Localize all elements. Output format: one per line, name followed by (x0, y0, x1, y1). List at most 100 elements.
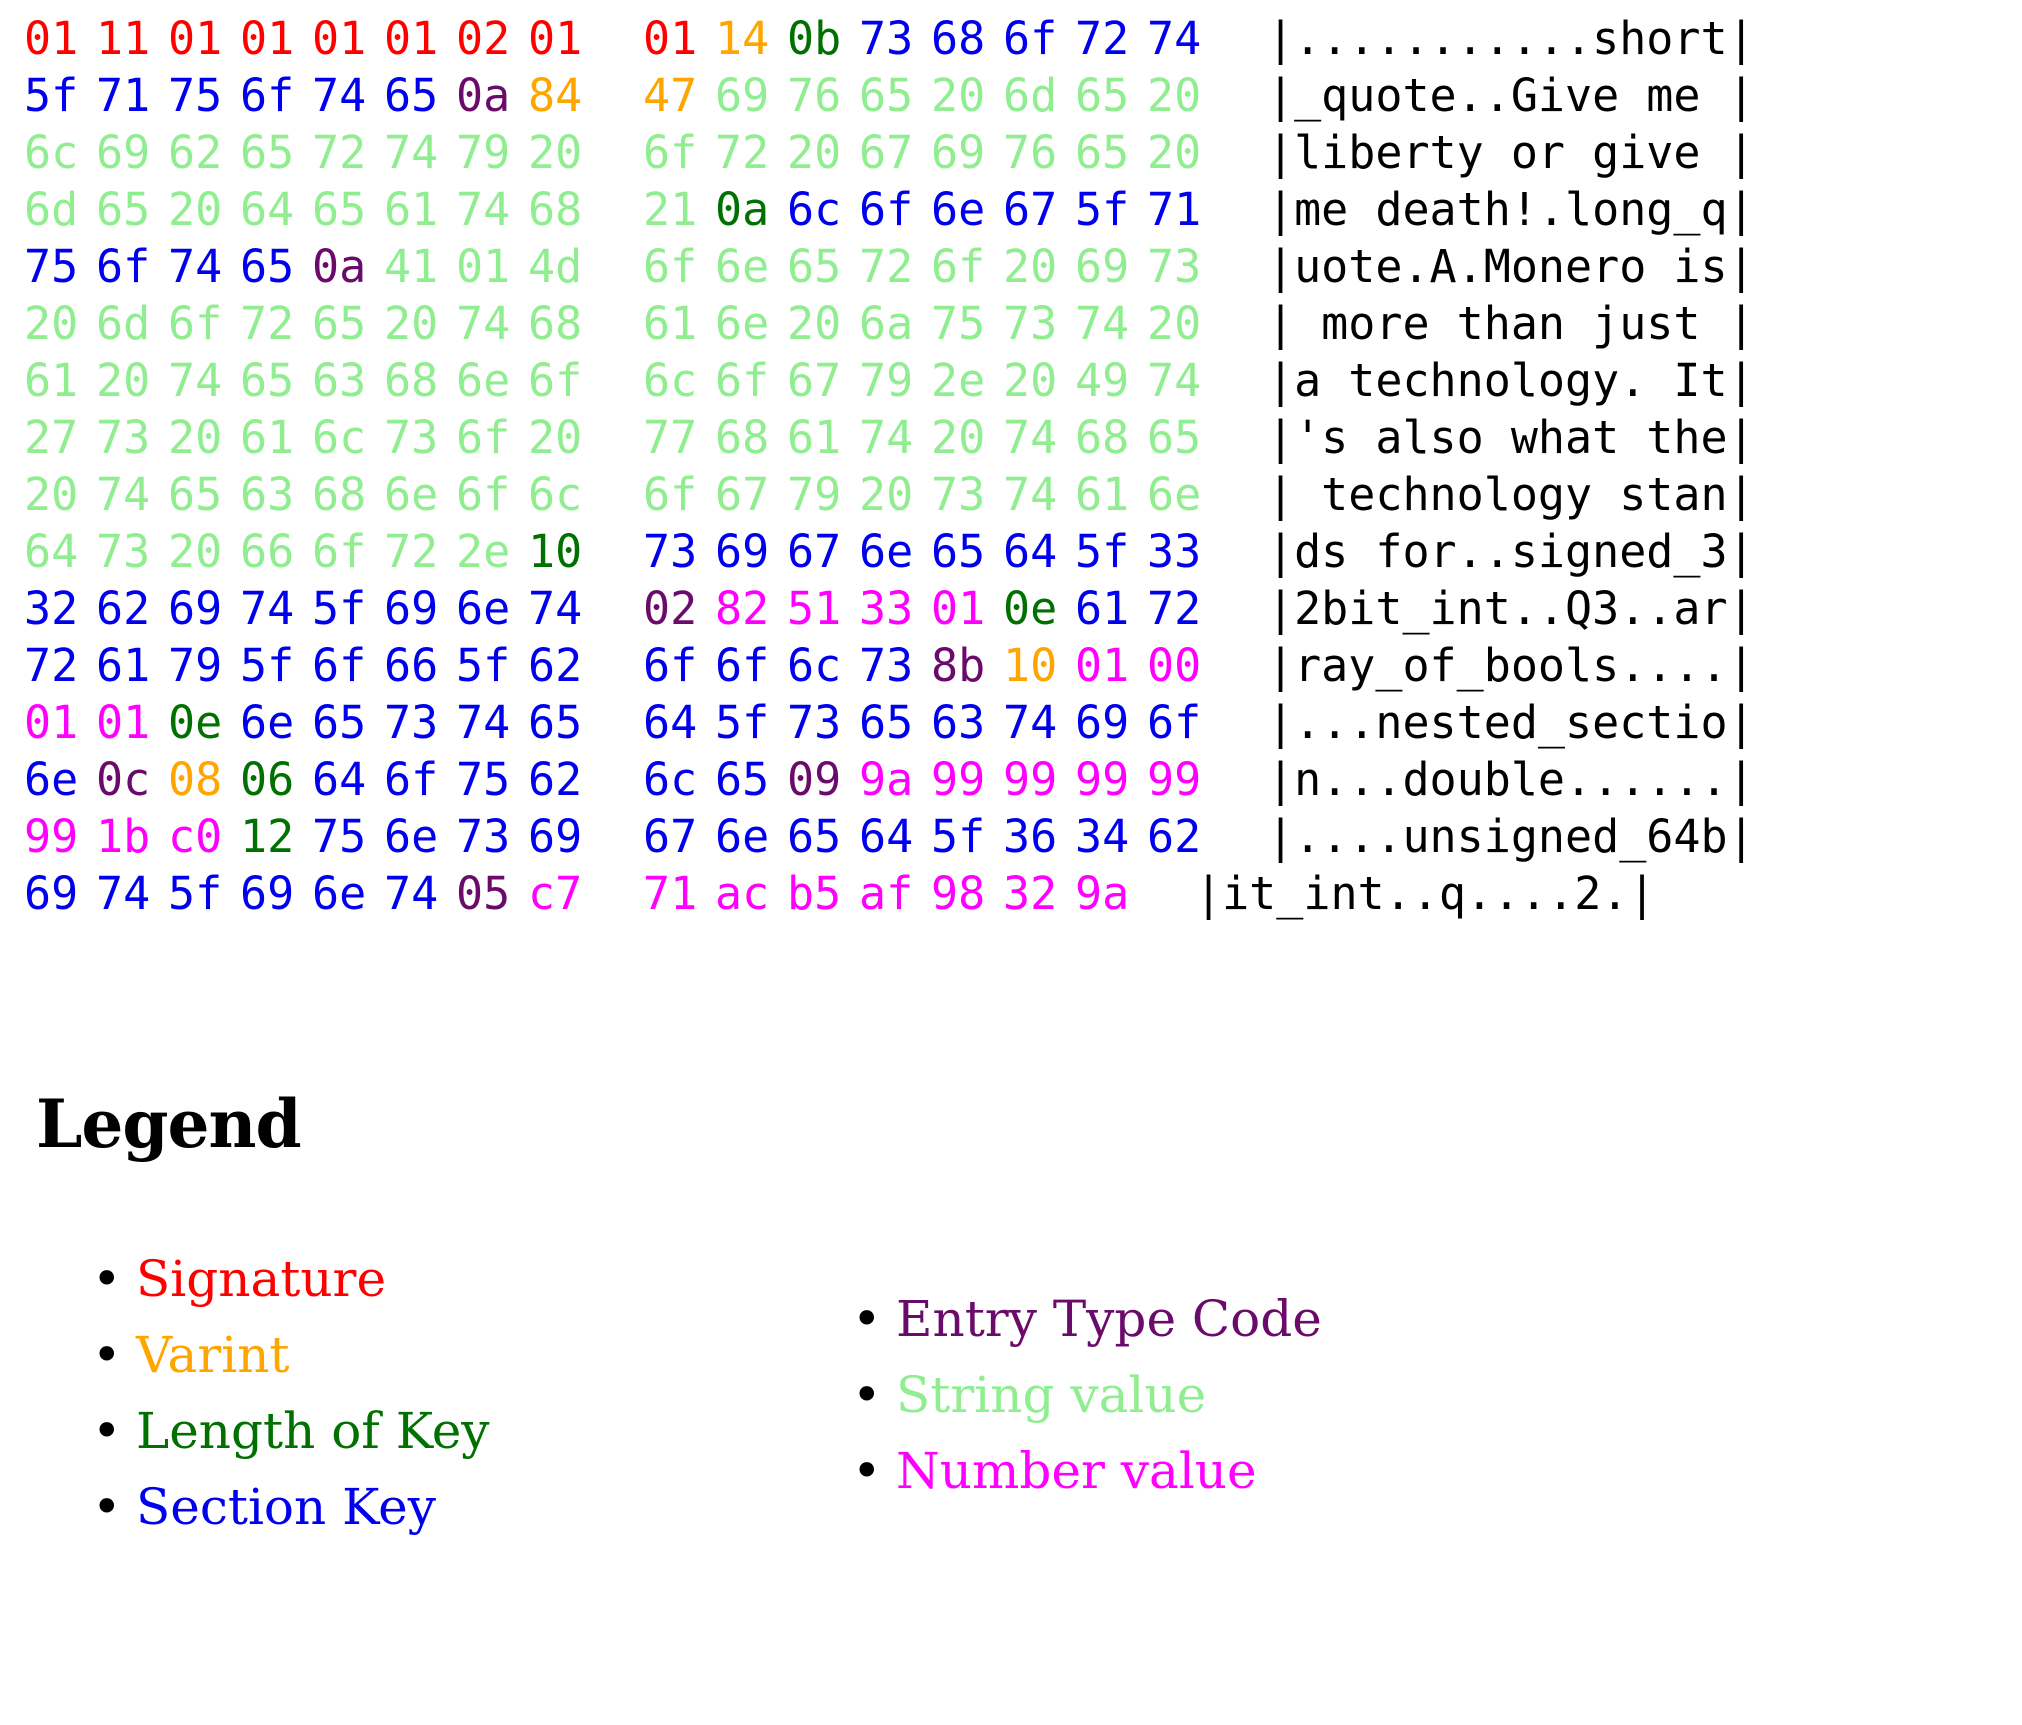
hex-byte: 6f (168, 297, 223, 350)
hex-byte: 73 (96, 411, 151, 464)
hex-byte: 01 (24, 12, 79, 65)
hex-byte: 36 (1003, 810, 1058, 863)
hex-byte: 65 (931, 525, 986, 578)
hex-byte: 74 (96, 468, 151, 521)
hex-byte: 9a (1075, 867, 1130, 920)
hex-byte: 68 (1075, 411, 1130, 464)
hex-byte: 65 (859, 69, 914, 122)
hex-byte: 72 (859, 240, 914, 293)
hex-row: 6d 65 20 64 65 61 74 68 21 0a 6c 6f 6e 67 5f 71 |me deat… (24, 181, 1755, 238)
legend-section: Legend • Signature • Varint • Length of Key • S… (36, 1085, 1936, 1545)
hex-byte-group-right: 6c 65 09 9a 99 99 99 99 (643, 751, 1219, 808)
hex-byte: 20 (1003, 240, 1058, 293)
hex-row: 6c 69 62 65 72 74 79 20 6f 72 20 67 69 76 65 20 |liberty… (24, 124, 1755, 181)
hex-byte: 65 (96, 183, 151, 236)
hex-byte: 79 (787, 468, 842, 521)
hex-byte: af (859, 867, 914, 920)
hex-byte: 65 (240, 126, 295, 179)
legend-item-type: • Entry Type Code (852, 1281, 1696, 1357)
hex-byte: 66 (240, 525, 295, 578)
hex-ascii-column: |me death!.long_q| (1267, 183, 1755, 236)
hex-ascii-column: |2bit_int..Q3..ar| (1267, 582, 1755, 635)
hex-byte: 5f (1075, 525, 1130, 578)
hex-byte: 20 (528, 411, 583, 464)
hex-byte: 74 (1003, 696, 1058, 749)
hex-byte: 6c (787, 639, 842, 692)
hex-byte: 67 (787, 525, 842, 578)
hex-byte: 6f (643, 240, 698, 293)
hex-byte: 73 (643, 525, 698, 578)
hex-byte: 65 (168, 468, 223, 521)
hex-byte: 64 (240, 183, 295, 236)
hex-byte: 5f (931, 810, 986, 863)
hex-byte: 02 (456, 12, 511, 65)
hex-byte: c7 (528, 867, 583, 920)
hex-byte: 6c (528, 468, 583, 521)
hex-byte: 74 (96, 867, 151, 920)
hex-byte-group-right: 64 5f 73 65 63 74 69 6f (643, 694, 1219, 751)
hex-byte: 75 (312, 810, 367, 863)
hex-byte: 6f (643, 639, 698, 692)
hex-byte: 65 (528, 696, 583, 749)
hex-byte-group-left: 75 6f 74 65 0a 41 01 4d (24, 238, 600, 295)
legend-item-str: • String value (852, 1357, 1696, 1433)
hex-byte: 68 (384, 354, 439, 407)
hex-byte: 6e (240, 696, 295, 749)
hex-byte: 6f (643, 126, 698, 179)
hex-byte: 21 (643, 183, 698, 236)
hex-byte: 62 (96, 582, 151, 635)
hex-byte: 4d (528, 240, 583, 293)
hex-byte: 6c (787, 183, 842, 236)
hex-byte-group-left: 20 74 65 63 68 6e 6f 6c (24, 466, 600, 523)
hex-byte: 6c (24, 126, 79, 179)
hex-byte: c0 (168, 810, 223, 863)
hex-byte: 1b (96, 810, 151, 863)
hex-byte: 65 (787, 240, 842, 293)
hex-byte: 00 (1147, 639, 1202, 692)
hex-row: 20 6d 6f 72 65 20 74 68 61 6e 20 6a 75 73 74 20 | more t… (24, 295, 1755, 352)
hex-byte: 6f (312, 525, 367, 578)
hex-byte: 73 (96, 525, 151, 578)
hex-ascii-column: | more than just | (1267, 297, 1755, 350)
hex-row: 5f 71 75 6f 74 65 0a 84 47 69 76 65 20 6d 65 20 |_quote.… (24, 67, 1755, 124)
hex-byte: 72 (715, 126, 770, 179)
hex-byte: 02 (643, 582, 698, 635)
hex-byte: 20 (859, 468, 914, 521)
hex-byte-group-left: 32 62 69 74 5f 69 6e 74 (24, 580, 600, 637)
hex-byte: 2e (931, 354, 986, 407)
hex-byte: 73 (859, 639, 914, 692)
hex-byte: 74 (456, 183, 511, 236)
hex-byte-group-right: 71 ac b5 af 98 32 9a (643, 865, 1147, 922)
hex-byte: 99 (1003, 753, 1058, 806)
hex-byte: 65 (1147, 411, 1202, 464)
hex-byte: 6c (643, 354, 698, 407)
hex-byte: 32 (1003, 867, 1058, 920)
hex-byte: 67 (715, 468, 770, 521)
hex-byte: 76 (787, 69, 842, 122)
hex-byte: 69 (96, 126, 151, 179)
hex-byte: 01 (456, 240, 511, 293)
hex-byte: 5f (1075, 183, 1130, 236)
hex-byte: 6f (715, 639, 770, 692)
legend-item-var: • Varint (92, 1317, 796, 1393)
hex-ascii-column: | technology stan| (1267, 468, 1755, 521)
hex-byte: 73 (1003, 297, 1058, 350)
hex-byte-group-right: 73 69 67 6e 65 64 5f 33 (643, 523, 1219, 580)
hex-byte: 5f (312, 582, 367, 635)
hex-row: 61 20 74 65 63 68 6e 6f 6c 6f 67 79 2e 20 49 74 |a techn… (24, 352, 1755, 409)
legend-column-right: • Entry Type Code • String value • Number val… (796, 1241, 1696, 1509)
hex-row: 69 74 5f 69 6e 74 05 c7 71 ac b5 af 98 32 9a |it_int..q… (24, 865, 1755, 922)
hex-byte: 65 (384, 69, 439, 122)
hex-ascii-column: |...nested_sectio| (1267, 696, 1755, 749)
hex-byte: 61 (1075, 468, 1130, 521)
hex-byte: 74 (168, 240, 223, 293)
legend-item-label: Number value (896, 1442, 1257, 1500)
hex-byte: 6f (240, 69, 295, 122)
hex-row: 01 01 0e 6e 65 73 74 65 64 5f 73 65 63 74 69 6f |...nest… (24, 694, 1755, 751)
hex-byte: 71 (643, 867, 698, 920)
hex-byte: 74 (1075, 297, 1130, 350)
hex-byte: 6e (456, 354, 511, 407)
hex-byte: 69 (931, 126, 986, 179)
hex-byte: 20 (931, 69, 986, 122)
hex-byte: 62 (528, 639, 583, 692)
